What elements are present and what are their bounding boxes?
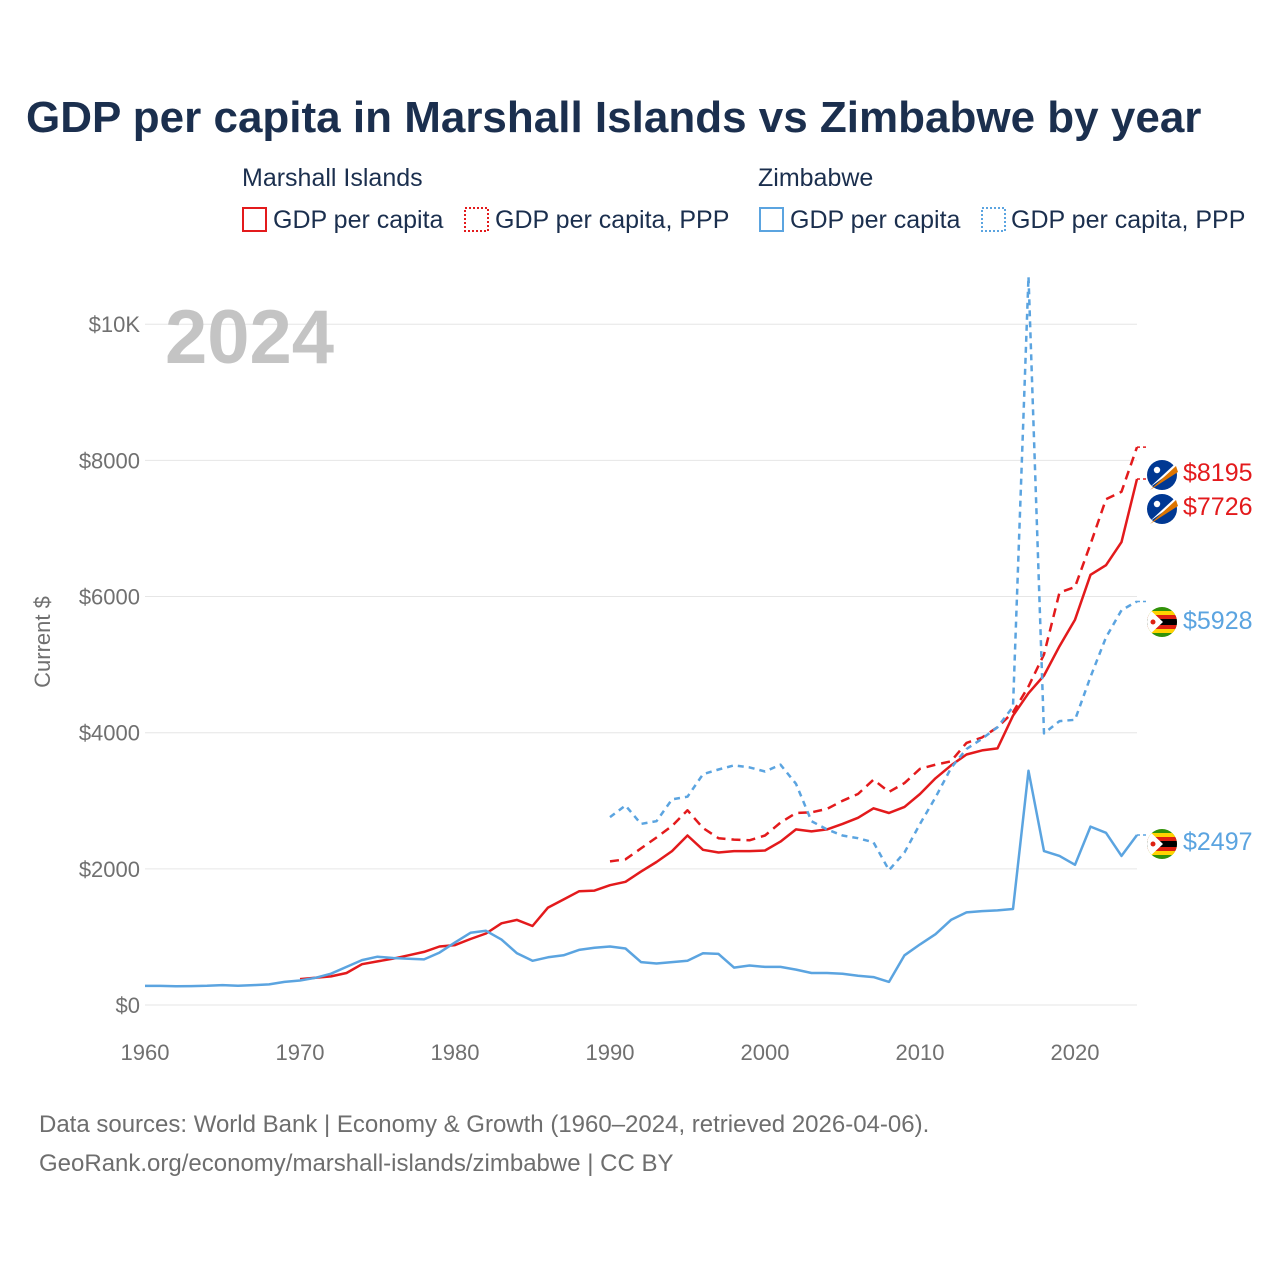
legend-swatch-mhl-gdp: [242, 207, 267, 232]
y-tick-label: $10K: [89, 312, 141, 337]
series-lines: [145, 275, 1146, 988]
legend-swatch-zwe-gdp: [759, 207, 784, 232]
x-tick-label: 1990: [586, 1040, 635, 1065]
legend-swatch-mhl-ppp: [464, 207, 489, 232]
y-axis-label: Current $: [30, 596, 55, 688]
legend-group-marshall-islands: Marshall Islands: [242, 164, 423, 192]
y-axis-ticks: $0 $2000 $4000 $6000 $8000 $10K: [79, 312, 141, 1018]
end-label-zwe-ppp: $5928: [1183, 607, 1253, 635]
legend-swatch-zwe-ppp: [981, 207, 1006, 232]
flag-zimbabwe-ppp-icon: [1147, 607, 1177, 637]
series-line-0: [299, 478, 1139, 981]
gridlines: [145, 323, 1137, 1006]
legend-item-mhl-gdp: GDP per capita: [273, 206, 444, 234]
end-label-zwe-gdp: $2497: [1183, 828, 1253, 856]
y-tick-label: $8000: [79, 448, 140, 473]
y-tick-label: $0: [116, 993, 140, 1018]
flag-zimbabwe-gdp-icon: [1147, 829, 1177, 859]
legend: Marshall Islands GDP per capita GDP per …: [242, 164, 1245, 234]
end-label-mhl-ppp: $8195: [1183, 459, 1253, 487]
x-tick-label: 1980: [431, 1040, 480, 1065]
year-watermark: 2024: [165, 295, 334, 380]
end-markers: $8195 $7726 $5928 $2497: [1147, 459, 1253, 859]
x-axis-ticks: 1960 1970 1980 1990 2000 2010 2020: [121, 1040, 1100, 1065]
source-line-2: GeoRank.org/economy/marshall-islands/zim…: [39, 1150, 674, 1177]
legend-item-mhl-ppp: GDP per capita, PPP: [495, 206, 729, 234]
x-tick-label: 2020: [1051, 1040, 1100, 1065]
chart-title: GDP per capita in Marshall Islands vs Zi…: [26, 93, 1201, 142]
series-line-1: [609, 446, 1139, 863]
end-label-mhl-gdp: $7726: [1183, 493, 1253, 521]
series-line-2: [145, 769, 1139, 988]
legend-item-zwe-gdp: GDP per capita: [790, 206, 961, 234]
y-tick-label: $4000: [79, 721, 140, 746]
x-tick-label: 2010: [896, 1040, 945, 1065]
x-tick-label: 2000: [741, 1040, 790, 1065]
x-tick-label: 1960: [121, 1040, 170, 1065]
y-tick-label: $2000: [79, 857, 140, 882]
y-tick-label: $6000: [79, 585, 140, 610]
flag-marshall-islands-ppp-icon: [1147, 460, 1178, 490]
legend-group-zimbabwe: Zimbabwe: [758, 164, 873, 192]
flag-marshall-islands-gdp-icon: [1147, 494, 1178, 524]
source-line-1: Data sources: World Bank | Economy & Gro…: [39, 1111, 929, 1138]
series-line-3: [609, 275, 1138, 872]
x-tick-label: 1970: [276, 1040, 325, 1065]
legend-item-zwe-ppp: GDP per capita, PPP: [1011, 206, 1245, 234]
